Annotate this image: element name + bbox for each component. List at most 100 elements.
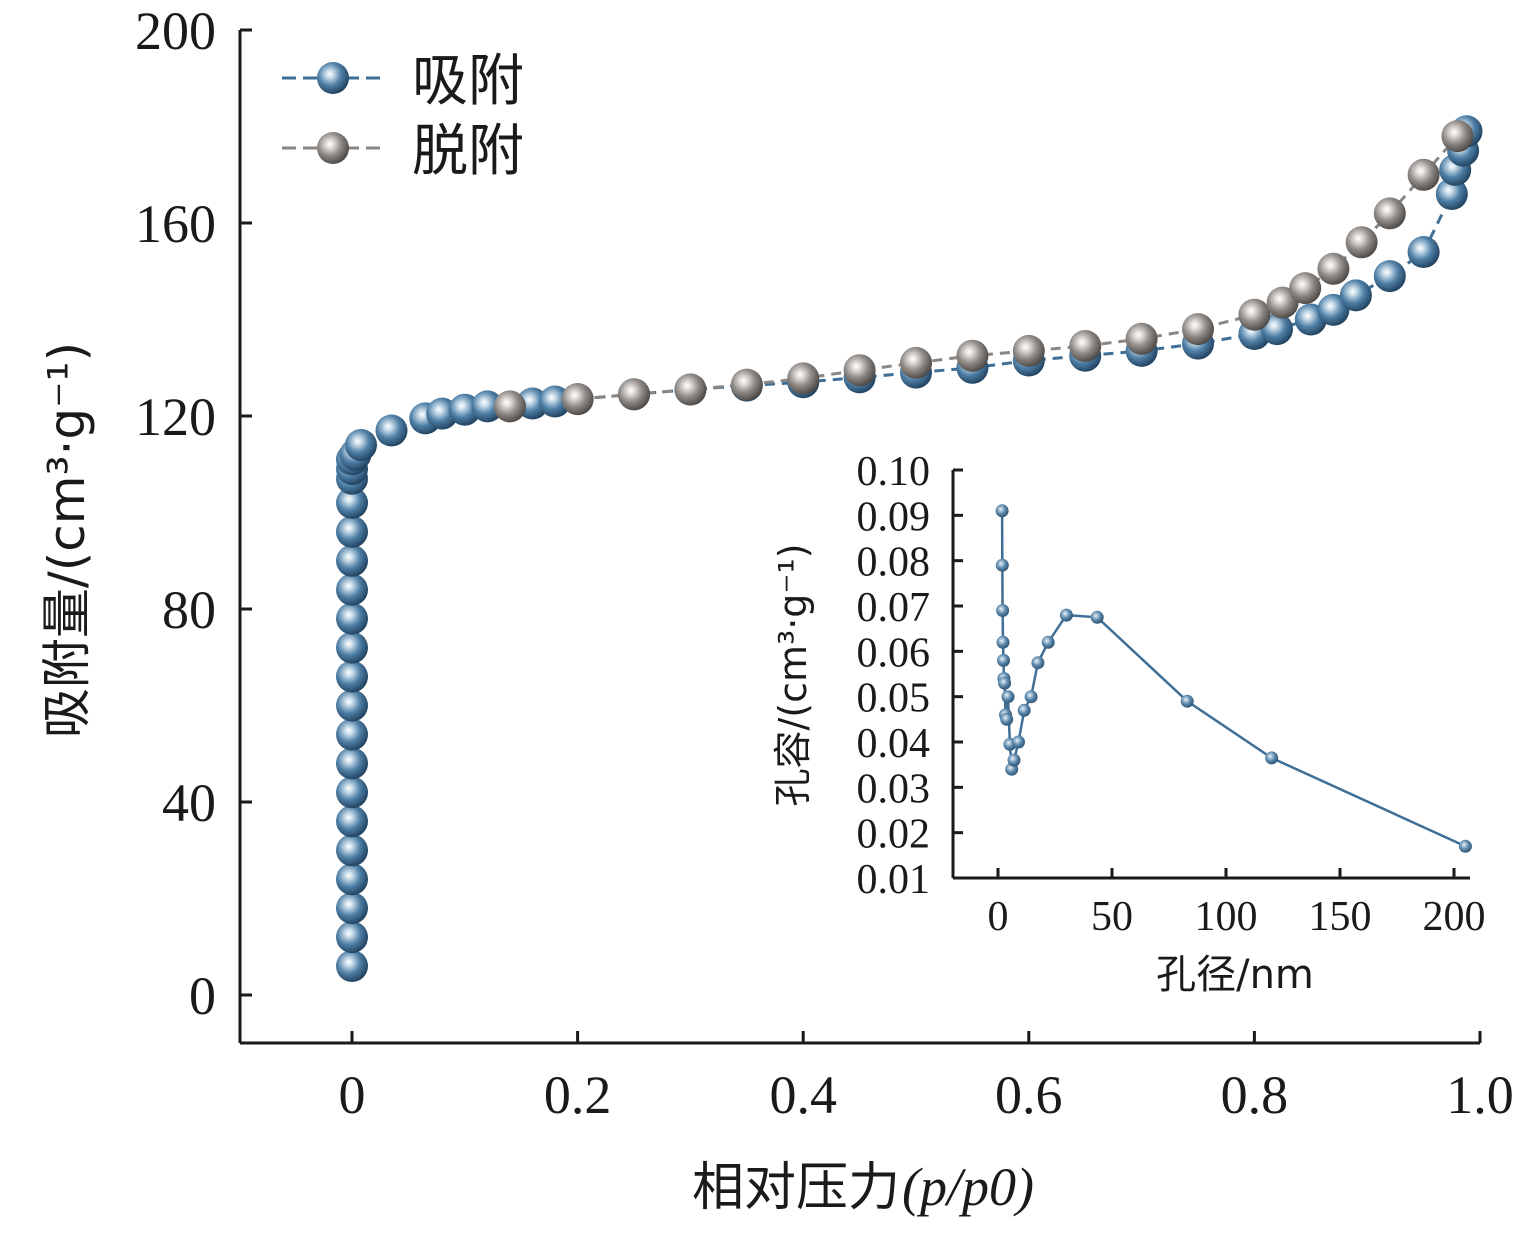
main-y-ticks: 0 40 80 120 160 200 [135,1,252,1026]
legend-desorption-marker [317,132,349,164]
adsorption-point [336,544,368,577]
inset-x-tick-label: 50 [1091,894,1133,940]
main-series-points [336,115,1483,982]
inset-point [1012,735,1025,749]
legend: 吸附 脱附 [282,49,524,184]
inset-x-tick-label: 100 [1195,894,1258,940]
inset-x-tick-label: 0 [988,894,1009,940]
desorption-point [1125,322,1158,355]
adsorption-point [336,689,368,722]
inset-y-tick-label: 0.07 [857,585,931,631]
main-x-tick-label: 0.6 [995,1065,1063,1125]
main-y-tick-label: 160 [135,194,216,254]
adsorption-point [336,718,368,751]
desorption-point [1069,330,1102,362]
inset-y-tick-label: 0.08 [857,540,931,586]
desorption-point [1345,226,1378,259]
desorption-point [843,354,876,387]
desorption-point [1289,272,1322,305]
desorption-point [618,378,650,411]
inset-y-axis-title: 孔容/(cm³·g⁻¹) [771,543,815,806]
inset-series-line [1000,510,1466,848]
main-x-axis-title: 相对压力 [692,1158,900,1218]
inset-x-axis-title: 孔径/nm [1156,952,1314,998]
legend-item-desorption: 脱附 [282,119,524,184]
inset-x-ticks: 0 50 100 150 200 [988,868,1486,940]
main-y-tick-label: 80 [162,580,216,640]
main-x-axis-title-unit: (p/p0) [902,1157,1034,1217]
inset-point [1041,635,1055,649]
inset-point [995,558,1009,572]
inset-point [998,676,1012,690]
adsorption-point [336,921,368,954]
adsorption-point [375,414,408,447]
adsorption-point [336,631,368,664]
main-x-tick-label: 0.4 [769,1065,837,1125]
inset-point [1090,610,1104,624]
desorption-point [1182,313,1214,346]
desorption-point [674,373,707,406]
inset-x-tick-label: 150 [1309,894,1372,940]
inset-line [1000,510,1466,848]
adsorption-point [345,429,377,461]
adsorption-point [1407,236,1440,268]
inset-y-tick-label: 0.10 [857,449,931,495]
main-x-tick-label: 0.8 [1221,1065,1289,1125]
main-y-tick-label: 120 [135,387,216,447]
inset-y-tick-label: 0.06 [857,630,931,676]
desorption-point [493,390,526,423]
desorption-point [1317,252,1350,285]
inset-x-tick-label: 200 [1423,894,1486,940]
adsorption-point [336,863,368,896]
inset-y-ticks: 0.010.020.030.040.050.060.070.080.090.10 [857,449,963,903]
inset-point [1031,656,1045,670]
inset-point [996,635,1010,649]
inset-chart: 0 50 100 150 200 0.010.020.030.040.050.060.0… [771,449,1486,998]
main-x-tick-label: 0.2 [544,1065,612,1125]
adsorption-point [471,390,504,423]
desorption-point [1012,334,1045,367]
legend-desorption-label: 脱附 [412,119,524,184]
inset-point [1007,753,1021,767]
inset-y-tick-label: 0.09 [857,494,931,540]
adsorption-point [336,747,368,780]
adsorption-point [1373,260,1406,293]
adsorption-point [1435,178,1468,210]
desorption-point [1238,298,1271,331]
main-y-tick-label: 0 [189,966,216,1026]
inset-point [1024,690,1038,704]
adsorption-point [336,515,368,548]
adsorption-point [336,776,368,809]
inset-point [996,604,1010,617]
desorption-point [561,383,594,416]
inset-point [1458,839,1472,853]
inset-point [995,504,1009,518]
inset-point [1265,751,1279,765]
adsorption-point [336,660,368,693]
main-axes: 0 0.2 0.4 0.6 0.8 1.0 0 40 80 120 160 200 [135,1,1514,1125]
main-x-tick-label: 1.0 [1446,1065,1514,1125]
desorption-point [956,339,989,372]
inset-y-tick-label: 0.05 [857,676,931,722]
inset-point [997,653,1010,667]
main-x-ticks: 0 0.2 0.4 0.6 0.8 1.0 [339,1031,1514,1125]
adsorption-point [336,573,368,606]
adsorption-point [336,950,368,982]
inset-point [1059,608,1073,622]
main-y-axis-title: 吸附量/(cm³·g⁻¹) [38,342,96,738]
inset-y-tick-label: 0.01 [857,857,931,903]
desorption-point [1407,158,1440,191]
legend-adsorption-label: 吸附 [412,49,524,114]
desorption-point [730,368,763,401]
inset-y-tick-label: 0.04 [857,721,931,767]
adsorption-point [336,602,368,635]
adsorption-point [336,486,368,519]
adsorption-point [336,892,368,925]
legend-adsorption-marker [317,62,349,94]
legend-item-adsorption: 吸附 [282,49,524,114]
inset-point [1000,712,1014,726]
inset-series-points [995,504,1472,853]
desorption-point [1441,120,1474,153]
desorption-point [900,346,932,379]
